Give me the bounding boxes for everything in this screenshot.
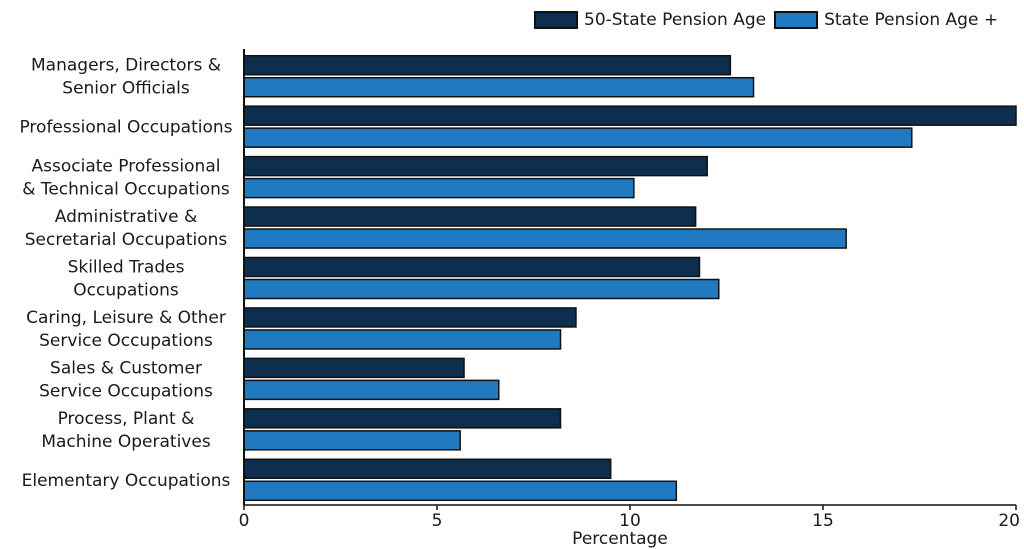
bar-2-5 bbox=[243, 278, 720, 300]
category-label-line: Associate Professional bbox=[32, 157, 221, 177]
bar-1-8 bbox=[243, 408, 562, 429]
bar-2-2 bbox=[243, 127, 913, 148]
x-tick-label-1: 0 bbox=[239, 511, 250, 531]
category-label-line: Administrative & bbox=[55, 207, 197, 227]
category-label-6: Caring, Leisure & Other Service Occupatio… bbox=[26, 308, 226, 351]
category-label-5: Skilled Trades Occupations bbox=[68, 258, 185, 301]
bar-1-4 bbox=[243, 206, 697, 227]
legend-label-series-2: State Pension Age + bbox=[824, 10, 999, 30]
category-label-line: Machine Operatives bbox=[41, 432, 211, 452]
category-label-line: Caring, Leisure & Other bbox=[26, 308, 226, 328]
legend-label-series-1: 50-State Pension Age bbox=[584, 10, 767, 30]
category-label-4: Administrative & Secretarial Occupations bbox=[25, 207, 228, 250]
bar-1-2 bbox=[243, 105, 1017, 126]
category-label-line: Professional Occupations bbox=[19, 118, 232, 138]
category-label-9: Elementary Occupations bbox=[22, 471, 231, 491]
category-label-line: Skilled Trades bbox=[68, 258, 185, 278]
legend-swatch-series-1 bbox=[534, 11, 578, 29]
category-label-line: Service Occupations bbox=[39, 381, 213, 401]
category-label-7: Sales & Customer Service Occupations bbox=[39, 358, 213, 401]
bar-2-3 bbox=[243, 177, 635, 199]
category-label-line: & Technical Occupations bbox=[22, 180, 230, 200]
bar-2-1 bbox=[243, 76, 755, 98]
category-label-8: Process, Plant & Machine Operatives bbox=[41, 409, 211, 452]
category-label-line: Senior Officials bbox=[62, 79, 190, 99]
bar-1-3 bbox=[243, 155, 708, 177]
bar-1-6 bbox=[243, 307, 577, 328]
legend-item-series-2: State Pension Age + bbox=[774, 10, 998, 30]
legend-swatch-series-2 bbox=[774, 11, 819, 29]
bar-2-9 bbox=[243, 480, 678, 502]
x-axis-title: Percentage bbox=[572, 529, 668, 549]
category-label-1: Managers, Directors & Senior Officials bbox=[31, 56, 221, 99]
category-label-line: Service Occupations bbox=[39, 331, 213, 351]
category-label-2: Professional Occupations bbox=[19, 118, 232, 138]
category-label-line: Sales & Customer bbox=[50, 358, 202, 378]
bar-2-7 bbox=[243, 379, 500, 401]
bar-1-1 bbox=[243, 54, 732, 76]
bar-2-6 bbox=[243, 329, 562, 350]
x-tick-label-3: 10 bbox=[619, 511, 641, 531]
x-tick-label-2: 5 bbox=[432, 511, 443, 531]
category-label-line: Process, Plant & bbox=[58, 409, 195, 429]
legend-item-series-1: 50-State Pension Age bbox=[534, 10, 766, 30]
bar-1-9 bbox=[243, 458, 612, 480]
x-tick-label-4: 15 bbox=[812, 511, 834, 531]
category-label-line: Managers, Directors & bbox=[31, 56, 221, 76]
category-label-line: Secretarial Occupations bbox=[25, 230, 228, 250]
bar-1-7 bbox=[243, 357, 465, 379]
category-label-line: Elementary Occupations bbox=[22, 471, 231, 491]
bar-2-8 bbox=[243, 430, 461, 451]
bar-2-4 bbox=[243, 228, 847, 249]
bar-1-5 bbox=[243, 256, 701, 278]
x-tick-label-5: 20 bbox=[998, 511, 1020, 531]
category-label-line: Occupations bbox=[73, 281, 179, 301]
legend: 50-State Pension Age State Pension Age + bbox=[534, 8, 1006, 32]
category-label-3: Associate Professional & Technical Occupa… bbox=[22, 157, 230, 200]
